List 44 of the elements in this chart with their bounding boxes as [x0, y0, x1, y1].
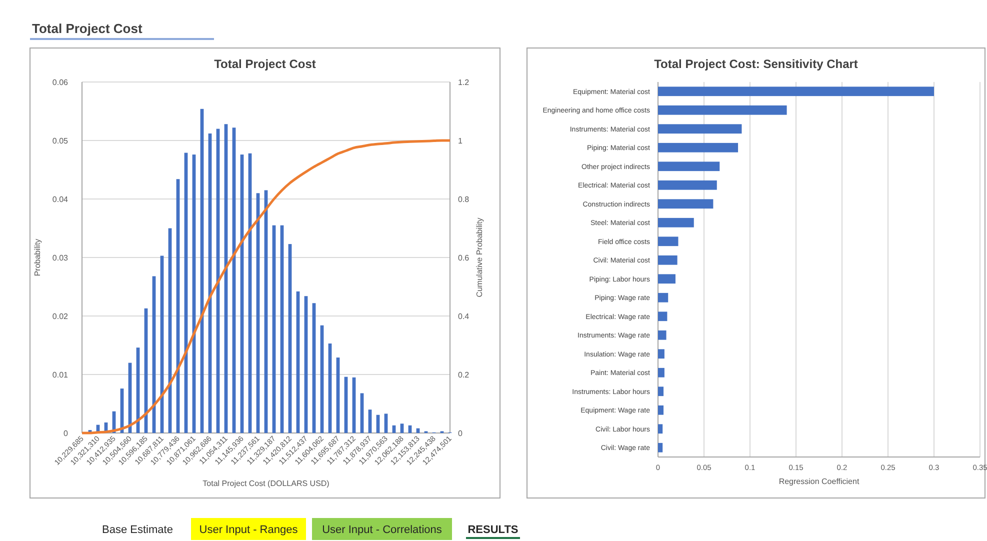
y2-tick-label: 1 [458, 136, 463, 146]
bar [658, 442, 663, 452]
bar [658, 86, 934, 96]
bar [658, 405, 664, 415]
x-axis-title: Total Project Cost (DOLLARS USD) [202, 479, 330, 488]
bar [658, 255, 678, 265]
bar [658, 349, 664, 359]
bar [658, 199, 714, 209]
bar [658, 142, 738, 152]
y2-tick-label: 0.4 [458, 312, 470, 321]
bar [658, 424, 663, 434]
bar [400, 424, 404, 433]
bar [658, 124, 742, 134]
y-tick-label: 0.03 [52, 254, 69, 262]
y2-tick-label: 0.8 [458, 195, 470, 204]
chart-title: Total Project Cost [214, 57, 316, 71]
text: RESULTS [468, 524, 518, 536]
text: User Input - Ranges [199, 524, 298, 536]
y-tick-label: 0.04 [52, 195, 69, 204]
x-axis-title: Regression Coefficient [778, 477, 860, 486]
y-tick-label: 0.06 [52, 78, 69, 87]
y2-tick-label: 1.2 [458, 78, 470, 87]
y-tick-label: 0.01 [52, 370, 69, 380]
bar [658, 236, 678, 246]
chart-title: Total Project Cost: Sensitivity Chart [654, 57, 858, 71]
bar [658, 368, 664, 378]
bar [658, 218, 694, 228]
y2-tick-label: 0.2 [458, 370, 470, 380]
bar [658, 386, 664, 396]
text: Base Estimate [102, 524, 173, 536]
bar [658, 162, 720, 172]
bar [658, 105, 787, 115]
bar [658, 330, 666, 340]
bar [658, 312, 668, 322]
text: Total Project Cost [32, 21, 143, 36]
y-axis-title: Probability [33, 238, 42, 276]
y-tick-label: 0.05 [52, 136, 69, 146]
y2-tick-label: 0.6 [458, 254, 470, 262]
y2-axis-title: Cumulative Probability [475, 218, 484, 298]
y-tick-label: 0.02 [52, 312, 69, 321]
bar [658, 274, 676, 284]
text: User Input - Correlations [322, 524, 442, 536]
bar [658, 292, 668, 302]
bar [658, 180, 717, 190]
